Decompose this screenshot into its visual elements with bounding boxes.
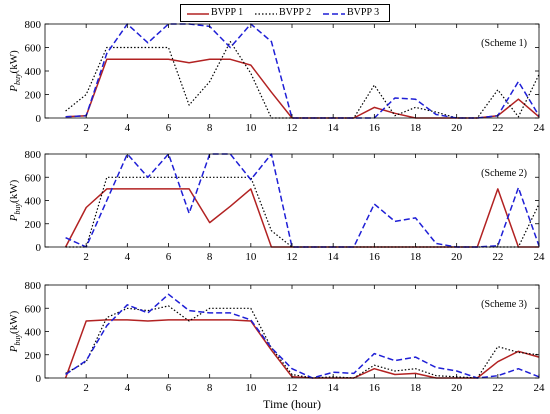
y-tick-label: 200 bbox=[25, 90, 42, 102]
y-tick-label: 800 bbox=[25, 149, 42, 161]
x-tick-label: 24 bbox=[534, 382, 546, 394]
y-tick-label: 400 bbox=[25, 66, 42, 78]
x-tick-label: 24 bbox=[534, 251, 546, 263]
y-tick-label: 0 bbox=[36, 242, 42, 254]
x-tick-label: 16 bbox=[369, 122, 381, 134]
x-tick-label: 8 bbox=[207, 382, 213, 394]
x-tick-label: 2 bbox=[83, 382, 89, 394]
y-tick-label: 800 bbox=[25, 19, 42, 31]
x-tick-label: 24 bbox=[534, 122, 546, 134]
series-line-bvpp2 bbox=[65, 305, 540, 379]
x-tick-label: 20 bbox=[451, 251, 463, 263]
x-tick-label: 4 bbox=[125, 122, 131, 134]
y-tick-label: 200 bbox=[25, 219, 42, 231]
series-line-bvpp2 bbox=[65, 176, 540, 248]
y-axis-label: Pbuy(kW) bbox=[8, 179, 22, 222]
x-tick-label: 12 bbox=[287, 122, 298, 134]
x-tick-label: 6 bbox=[166, 251, 172, 263]
x-tick-label: 22 bbox=[492, 382, 503, 394]
x-tick-label: 8 bbox=[207, 122, 213, 134]
plot-frame bbox=[44, 153, 540, 248]
y-tick-label: 400 bbox=[25, 196, 42, 208]
y-tick-label: 800 bbox=[25, 280, 42, 292]
x-tick-label: 20 bbox=[451, 382, 463, 394]
legend-label: BVPP 2 bbox=[279, 7, 312, 18]
x-tick-label: 16 bbox=[369, 251, 381, 263]
y-axis-label: Pbuy(kW) bbox=[8, 50, 22, 93]
x-tick-label: 6 bbox=[166, 382, 172, 394]
y-axis-label: Pbuy(kW) bbox=[8, 310, 22, 353]
x-tick-label: 14 bbox=[328, 122, 340, 134]
scheme-annotation: (Scheme 2) bbox=[481, 168, 527, 179]
series-line-bvpp3 bbox=[65, 23, 540, 119]
x-tick-label: 20 bbox=[451, 122, 463, 134]
x-tick-label: 14 bbox=[328, 382, 340, 394]
x-tick-label: 22 bbox=[492, 251, 503, 263]
scheme-annotation: (Scheme 3) bbox=[481, 299, 527, 310]
y-tick-label: 600 bbox=[25, 303, 42, 315]
x-tick-label: 2 bbox=[83, 251, 89, 263]
plot-frame bbox=[44, 284, 540, 379]
series-line-bvpp1 bbox=[64, 188, 539, 248]
x-tick-label: 18 bbox=[410, 382, 422, 394]
series-line-bvpp2 bbox=[65, 40, 540, 119]
series-line-bvpp1 bbox=[64, 319, 540, 379]
legend-label: BVPP 3 bbox=[347, 7, 380, 18]
x-tick-label: 22 bbox=[492, 122, 503, 134]
x-tick-label: 14 bbox=[328, 251, 340, 263]
x-tick-label: 10 bbox=[245, 382, 257, 394]
y-tick-label: 0 bbox=[36, 113, 42, 125]
x-axis-label: Time (hour) bbox=[263, 397, 321, 411]
x-tick-label: 4 bbox=[125, 251, 131, 263]
plot-frame bbox=[44, 23, 540, 119]
series-line-bvpp1 bbox=[65, 58, 540, 119]
x-tick-label: 12 bbox=[287, 251, 298, 263]
y-tick-label: 200 bbox=[25, 350, 42, 362]
y-tick-label: 600 bbox=[25, 172, 42, 184]
legend: BVPP 1 BVPP 2 BVPP 3 bbox=[180, 4, 390, 22]
y-tick-label: 0 bbox=[36, 373, 42, 385]
x-tick-label: 18 bbox=[410, 251, 422, 263]
x-tick-label: 4 bbox=[125, 382, 131, 394]
x-tick-label: 6 bbox=[166, 122, 172, 134]
x-tick-label: 10 bbox=[245, 251, 257, 263]
x-tick-label: 18 bbox=[410, 122, 422, 134]
y-tick-label: 600 bbox=[25, 43, 42, 55]
y-tick-label: 400 bbox=[25, 327, 42, 339]
series-line-bvpp3 bbox=[65, 293, 540, 379]
x-tick-label: 12 bbox=[287, 382, 298, 394]
scheme-annotation: (Scheme 1) bbox=[481, 38, 527, 49]
x-tick-label: 8 bbox=[207, 251, 213, 263]
x-tick-label: 2 bbox=[83, 122, 89, 134]
series-line-bvpp3 bbox=[65, 153, 540, 248]
legend-label: BVPP 1 bbox=[211, 7, 244, 18]
x-tick-label: 10 bbox=[245, 122, 257, 134]
x-tick-label: 16 bbox=[369, 382, 381, 394]
